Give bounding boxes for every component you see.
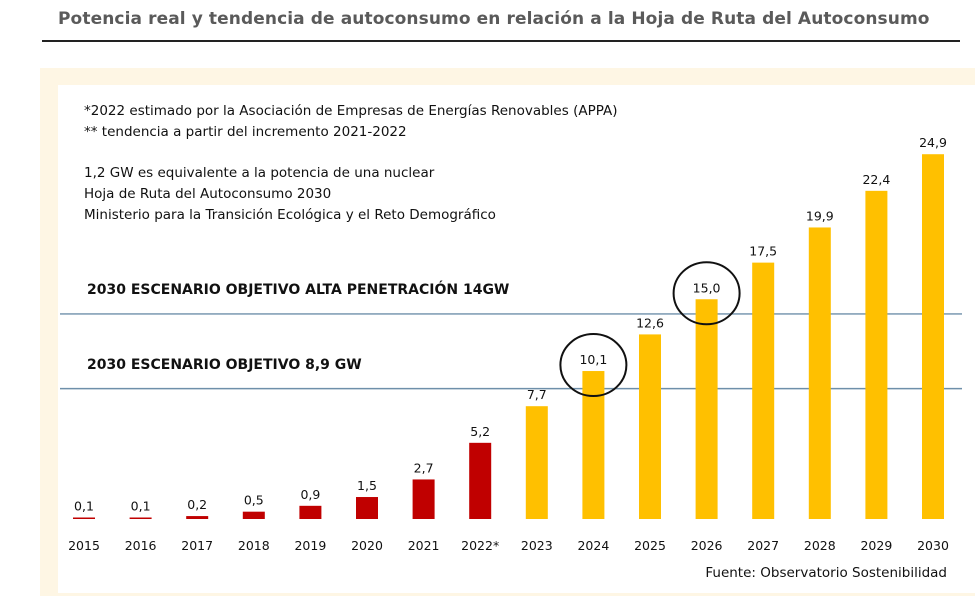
value-label-2030: 24,9 bbox=[919, 135, 947, 150]
category-label-2029: 2029 bbox=[860, 538, 892, 553]
target-line-label-8-9gw: 2030 ESCENARIO OBJETIVO 8,9 GW bbox=[87, 356, 362, 373]
category-label-2018: 2018 bbox=[238, 538, 270, 553]
highlight-circle-2026 bbox=[672, 261, 741, 326]
note-nuclear-equivalence: 1,2 GW es equivalente a la potencia de u… bbox=[84, 165, 435, 181]
category-label-2015: 2015 bbox=[68, 538, 100, 553]
category-label-2025: 2025 bbox=[634, 538, 666, 553]
bar-2018 bbox=[242, 511, 265, 519]
value-label-2029: 22,4 bbox=[862, 172, 890, 187]
bar-2027 bbox=[752, 262, 775, 519]
value-label-2024: 10,1 bbox=[579, 352, 607, 367]
category-label-2026: 2026 bbox=[691, 538, 723, 553]
bar-2015 bbox=[73, 517, 95, 519]
bar-2028 bbox=[808, 227, 831, 519]
category-label-2022*: 2022* bbox=[461, 538, 499, 553]
note-appa-estimate: *2022 estimado por la Asociación de Empr… bbox=[84, 103, 618, 119]
category-label-2027: 2027 bbox=[747, 538, 779, 553]
note-ministry: Ministerio para la Transición Ecológica … bbox=[84, 207, 496, 223]
category-label-2020: 2020 bbox=[351, 538, 383, 553]
bar-2016 bbox=[129, 517, 152, 519]
value-label-2023: 7,7 bbox=[527, 387, 547, 402]
category-label-2023: 2023 bbox=[521, 538, 553, 553]
value-label-2027: 17,5 bbox=[749, 244, 777, 259]
value-label-2025: 12,6 bbox=[636, 315, 664, 330]
value-label-2016: 0,1 bbox=[131, 499, 151, 514]
value-label-2019: 0,9 bbox=[300, 487, 320, 502]
value-label-2028: 19,9 bbox=[806, 208, 834, 223]
bar-2023 bbox=[525, 406, 548, 519]
target-line-label-14gw: 2030 ESCENARIO OBJETIVO ALTA PENETRACIÓN… bbox=[87, 281, 510, 298]
bar-2026 bbox=[695, 299, 718, 519]
value-label-2018: 0,5 bbox=[244, 493, 264, 508]
value-label-2021: 2,7 bbox=[414, 460, 434, 475]
bar-2025 bbox=[639, 334, 661, 519]
value-label-2015: 0,1 bbox=[74, 499, 94, 514]
chart-title: Potencia real y tendencia de autoconsumo… bbox=[58, 9, 930, 29]
bar-2021 bbox=[412, 479, 435, 519]
chart-notes: *2022 estimado por la Asociación de Empr… bbox=[84, 101, 618, 226]
category-label-2019: 2019 bbox=[294, 538, 326, 553]
category-label-2030: 2030 bbox=[917, 538, 949, 553]
value-label-2020: 1,5 bbox=[357, 478, 377, 493]
bar-2024 bbox=[582, 371, 605, 519]
category-label-2021: 2021 bbox=[408, 538, 440, 553]
bar-2029 bbox=[865, 190, 888, 519]
title-underline bbox=[42, 40, 960, 42]
bar-2020 bbox=[356, 497, 378, 519]
value-label-2017: 0,2 bbox=[187, 497, 207, 512]
category-label-2016: 2016 bbox=[125, 538, 157, 553]
value-label-2026: 15,0 bbox=[693, 280, 721, 295]
value-label-2022*: 5,2 bbox=[470, 424, 490, 439]
source-credit: Fuente: Observatorio Sostenibilidad bbox=[705, 565, 947, 581]
note-roadmap: Hoja de Ruta del Autoconsumo 2030 bbox=[84, 186, 332, 202]
note-trend: ** tendencia a partir del incremento 202… bbox=[84, 124, 407, 140]
category-label-2017: 2017 bbox=[181, 538, 213, 553]
bar-2030 bbox=[922, 154, 944, 519]
bar-2019 bbox=[299, 505, 322, 519]
category-label-2024: 2024 bbox=[577, 538, 609, 553]
bar-2022* bbox=[469, 442, 492, 519]
highlight-circle-2024 bbox=[559, 333, 628, 398]
bar-2017 bbox=[186, 516, 209, 519]
category-label-2028: 2028 bbox=[804, 538, 836, 553]
